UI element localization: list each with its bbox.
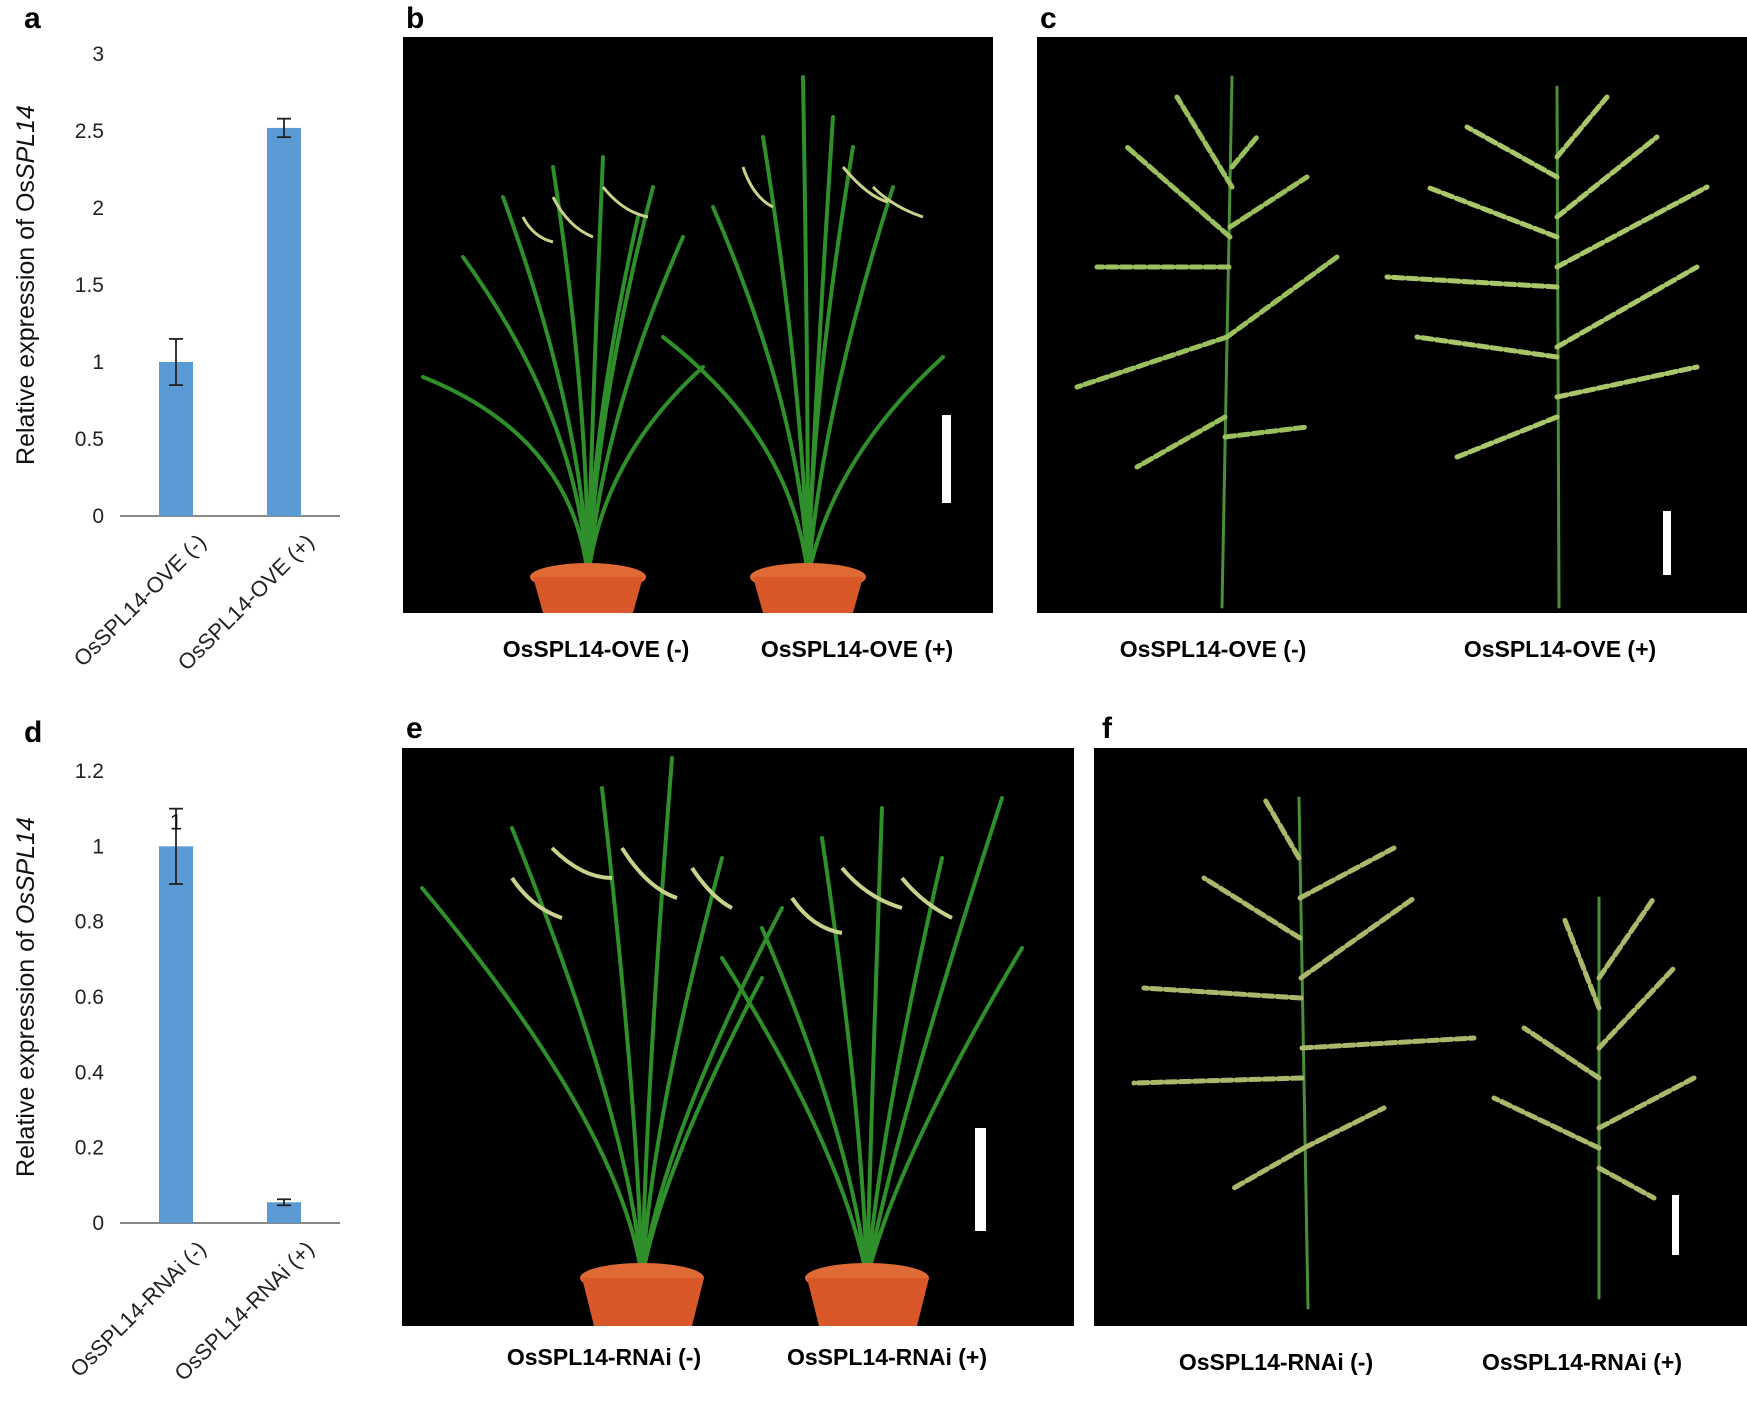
panicle-right-rnai bbox=[1491, 895, 1697, 1300]
caption-b-left: OsSPL14-OVE (-) bbox=[502, 636, 690, 662]
panicle-right bbox=[1384, 85, 1710, 609]
caption-f-right: OsSPL14-RNAi (+) bbox=[1481, 1349, 1683, 1375]
rice-plant-left-rnai bbox=[420, 756, 784, 1280]
y-tick-label: 0.8 bbox=[75, 911, 104, 934]
pot-right-rnai bbox=[805, 1263, 929, 1326]
bar bbox=[159, 362, 193, 516]
scale-bar-b bbox=[942, 415, 951, 503]
pot-left-rnai bbox=[580, 1263, 704, 1326]
y-axis-title: Relative expression of OsSPL14 bbox=[12, 817, 40, 1177]
panicle-left bbox=[1074, 75, 1340, 609]
scale-bar-c bbox=[1663, 511, 1671, 575]
y-tick-label: 0.5 bbox=[75, 428, 104, 451]
y-tick-label: 1 bbox=[92, 835, 104, 858]
y-tick-label: 0 bbox=[92, 1212, 104, 1235]
caption-f-left: OsSPL14-RNAi (-) bbox=[1178, 1349, 1374, 1375]
photo-panicles-rnai bbox=[1094, 748, 1747, 1326]
data-label: 1 bbox=[170, 810, 182, 835]
scale-bar-e bbox=[975, 1128, 986, 1231]
panel-letter-c: c bbox=[1040, 2, 1057, 35]
y-tick-label: 3 bbox=[92, 43, 104, 66]
panel-letter-e: e bbox=[406, 712, 423, 745]
rice-plant-right bbox=[661, 75, 945, 579]
bar bbox=[267, 127, 301, 517]
y-tick-label: 0.2 bbox=[75, 1137, 104, 1160]
panel-letter-b: b bbox=[406, 2, 425, 35]
panel-letter-a: a bbox=[24, 2, 41, 35]
y-axis-title: Relative expression of OsSPL14 bbox=[12, 105, 40, 465]
y-tick-label: 2 bbox=[92, 197, 104, 220]
rice-plant-right-rnai bbox=[720, 796, 1024, 1280]
caption-c-left: OsSPL14-OVE (-) bbox=[1119, 636, 1307, 662]
photo-plants-rnai bbox=[402, 748, 1074, 1326]
photo-panicles-ove bbox=[1037, 37, 1747, 613]
caption-e-right: OsSPL14-RNAi (+) bbox=[786, 1344, 988, 1370]
y-tick-label: 1 bbox=[92, 351, 104, 374]
pot-left bbox=[530, 563, 646, 613]
rice-plant-left bbox=[421, 155, 705, 579]
scale-bar-f bbox=[1672, 1195, 1679, 1255]
y-tick-label: 1.2 bbox=[75, 760, 104, 783]
y-tick-label: 0 bbox=[92, 505, 104, 528]
caption-e-left: OsSPL14-RNAi (-) bbox=[506, 1344, 702, 1370]
caption-b-right: OsSPL14-OVE (+) bbox=[760, 636, 954, 662]
y-tick-label: 0.6 bbox=[75, 986, 104, 1009]
panel-letter-d: d bbox=[24, 716, 43, 749]
pot-right bbox=[750, 563, 866, 613]
photo-plants-ove bbox=[403, 37, 993, 613]
panel-letter-f: f bbox=[1102, 712, 1112, 745]
y-tick-label: 0.4 bbox=[75, 1061, 105, 1084]
caption-c-right: OsSPL14-OVE (+) bbox=[1463, 636, 1657, 662]
panicle-left-rnai bbox=[1131, 795, 1477, 1310]
bar bbox=[267, 1202, 301, 1223]
y-tick-label: 1.5 bbox=[75, 274, 104, 297]
bar bbox=[159, 846, 193, 1223]
y-tick-label: 2.5 bbox=[75, 120, 104, 143]
